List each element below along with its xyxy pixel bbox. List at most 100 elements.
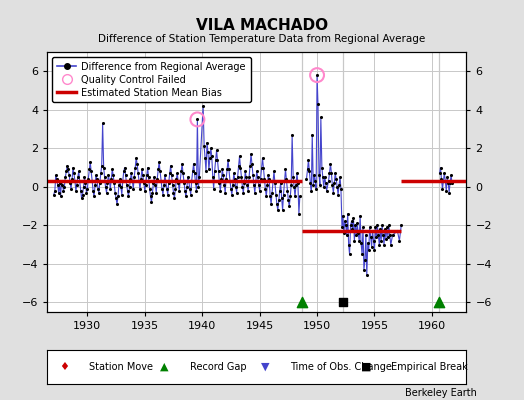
Point (260, 176, 269, 182)
Point (364, 240, 372, 246)
Point (78, 195, 86, 202)
Point (119, 168, 128, 175)
Point (245, 174, 253, 180)
Point (206, 145, 215, 152)
Point (168, 182, 177, 188)
Point (127, 170, 136, 176)
Point (113, 201, 121, 207)
Point (88, 178, 96, 184)
Text: Station Move: Station Move (89, 362, 153, 372)
Point (148, 189, 157, 196)
Point (384, 234, 392, 240)
Point (446, 180, 454, 186)
Point (269, 178, 277, 184)
Point (92, 172, 100, 178)
Point (112, 195, 121, 202)
Point (101, 184, 110, 190)
Point (194, 184, 203, 190)
Point (287, 182, 296, 188)
Point (371, 224, 379, 230)
Point (254, 174, 262, 180)
Point (130, 174, 138, 180)
Point (445, 189, 453, 196)
Point (303, 166, 312, 173)
Point (135, 178, 143, 184)
Point (242, 174, 250, 180)
Point (308, 132, 316, 138)
Point (110, 180, 118, 186)
Point (170, 195, 179, 202)
Point (124, 193, 133, 200)
Point (57, 193, 65, 200)
Point (134, 170, 143, 176)
Point (181, 188, 189, 194)
Point (373, 222, 381, 228)
Point (359, 224, 367, 230)
Point (222, 176, 230, 182)
Point (185, 186, 194, 192)
Point (176, 178, 184, 184)
Point (180, 180, 188, 186)
Point (143, 172, 151, 178)
Point (79, 184, 88, 190)
Point (157, 178, 165, 184)
Point (344, 210, 352, 217)
Text: Record Gap: Record Gap (190, 362, 246, 372)
Point (291, 193, 299, 200)
Text: Berkeley Earth: Berkeley Earth (405, 388, 477, 398)
Point (123, 182, 131, 188)
Point (105, 178, 114, 184)
Point (152, 189, 160, 196)
Point (266, 193, 275, 200)
Point (355, 238, 364, 244)
Point (172, 176, 181, 182)
Point (313, 72, 321, 78)
Point (82, 189, 91, 196)
Point (139, 172, 147, 178)
Legend: Difference from Regional Average, Quality Control Failed, Estimated Station Mean: Difference from Regional Average, Qualit… (52, 57, 250, 102)
Point (385, 222, 393, 228)
Point (358, 251, 366, 258)
Point (195, 174, 203, 180)
Point (350, 214, 358, 221)
Point (158, 186, 166, 192)
Point (436, 164, 445, 171)
Point (342, 222, 350, 228)
Point (140, 188, 149, 194)
Text: Difference of Station Temperature Data from Regional Average: Difference of Station Temperature Data f… (99, 34, 425, 44)
Point (356, 212, 364, 219)
Point (200, 143, 209, 150)
Point (107, 176, 115, 182)
Point (263, 182, 271, 188)
Point (188, 178, 196, 184)
Point (347, 218, 356, 225)
Point (259, 164, 268, 171)
Point (336, 174, 344, 180)
Point (73, 182, 81, 188)
Point (91, 182, 99, 188)
Point (309, 182, 318, 188)
Point (292, 182, 300, 188)
Point (66, 180, 74, 186)
Point (298, 299, 307, 306)
Point (395, 238, 403, 244)
Point (246, 162, 254, 169)
Point (344, 241, 353, 248)
Point (150, 174, 158, 180)
Point (65, 172, 73, 178)
Point (97, 162, 106, 169)
Point (261, 186, 269, 192)
Point (227, 191, 236, 198)
Point (354, 230, 363, 236)
Point (316, 114, 325, 121)
Point (365, 224, 374, 230)
Point (111, 189, 119, 196)
Point (85, 166, 93, 173)
Point (209, 174, 217, 180)
Point (282, 176, 291, 182)
Point (173, 170, 181, 176)
Point (166, 170, 174, 176)
Point (376, 226, 385, 232)
Point (58, 182, 67, 188)
Point (87, 168, 95, 175)
